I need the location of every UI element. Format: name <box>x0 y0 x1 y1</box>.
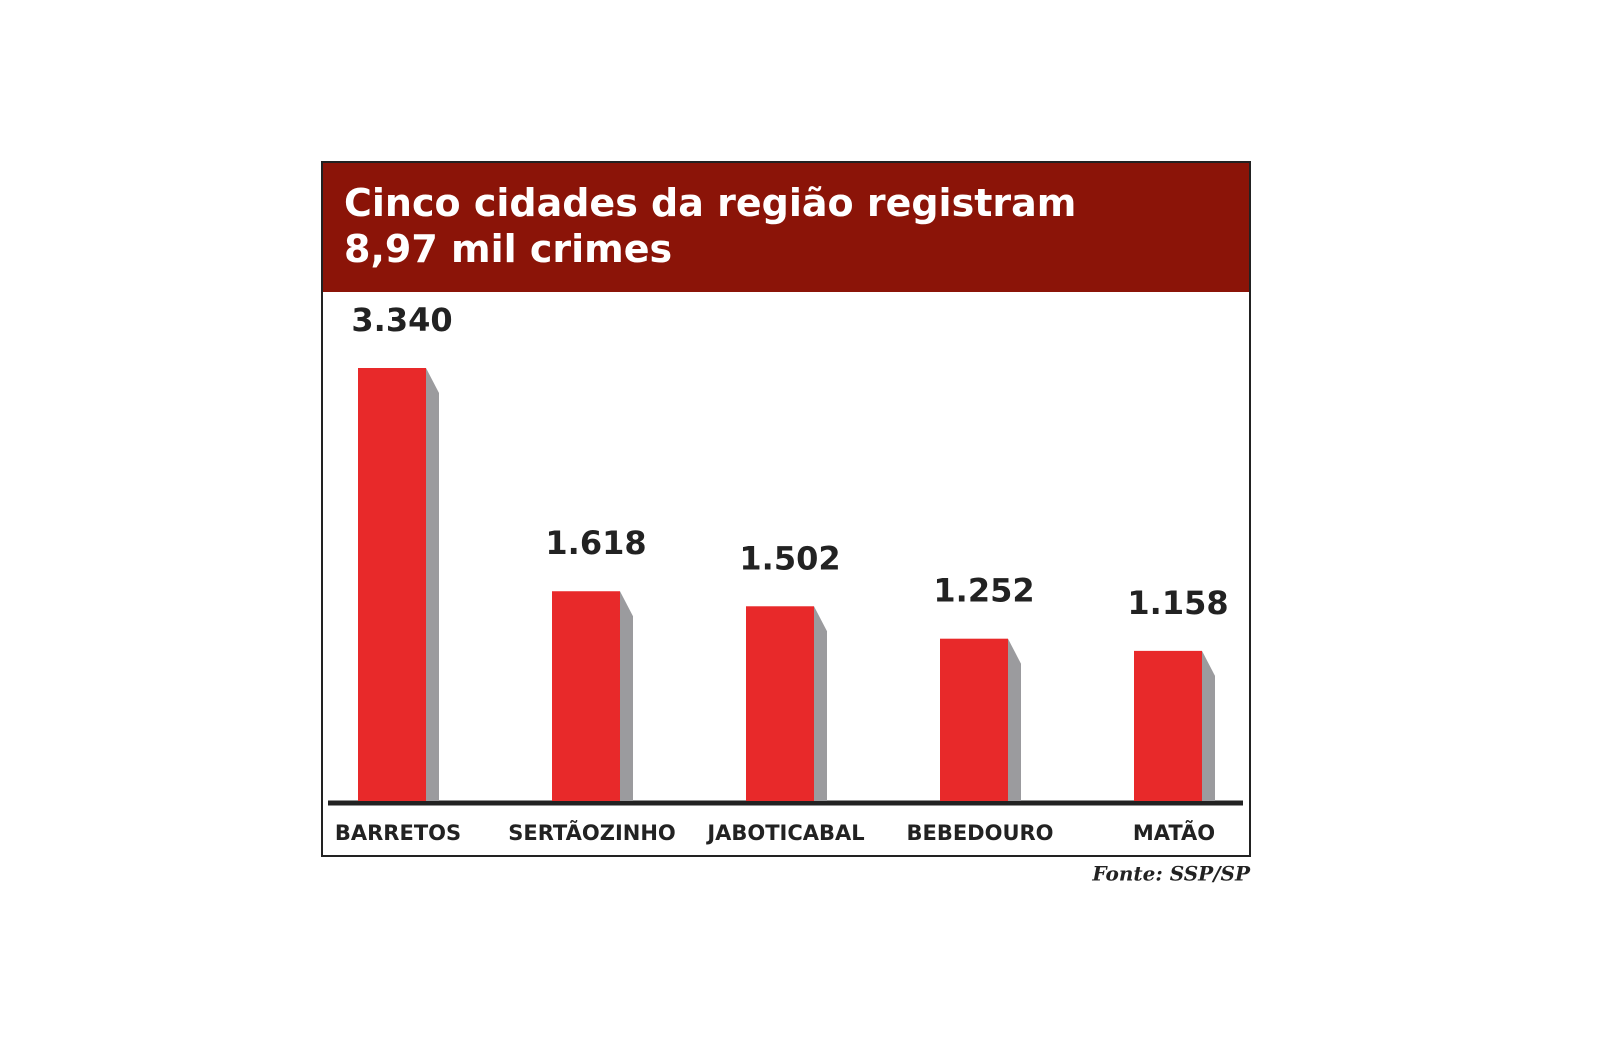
value-label: 1.158 <box>1127 584 1228 622</box>
bar <box>552 591 620 801</box>
bar-shadow <box>426 368 439 801</box>
value-label: 1.502 <box>739 539 840 577</box>
x-tick-label: BARRETOS <box>335 821 461 845</box>
bar <box>1134 650 1202 801</box>
bar-shadow <box>620 591 633 801</box>
bar <box>746 606 814 801</box>
value-label: 3.340 <box>351 301 452 339</box>
source: Fonte: SSP/SP <box>1091 862 1251 886</box>
bar-shadow <box>1202 650 1215 801</box>
bar <box>940 638 1008 801</box>
value-label: 1.252 <box>933 572 1034 610</box>
x-tick-label: BEBEDOURO <box>906 821 1053 845</box>
x-tick-label: JABOTICABAL <box>705 821 864 845</box>
bar-shadow <box>1008 638 1021 801</box>
value-label: 1.618 <box>545 524 646 562</box>
bar <box>358 368 426 801</box>
chart-title: Cinco cidades da região registram 8,97 m… <box>344 181 1077 271</box>
x-tick-label: MATÃO <box>1133 820 1215 845</box>
bar-shadow <box>814 606 827 801</box>
header-band <box>323 163 1249 292</box>
x-tick-label: SERTÃOZINHO <box>508 820 676 845</box>
